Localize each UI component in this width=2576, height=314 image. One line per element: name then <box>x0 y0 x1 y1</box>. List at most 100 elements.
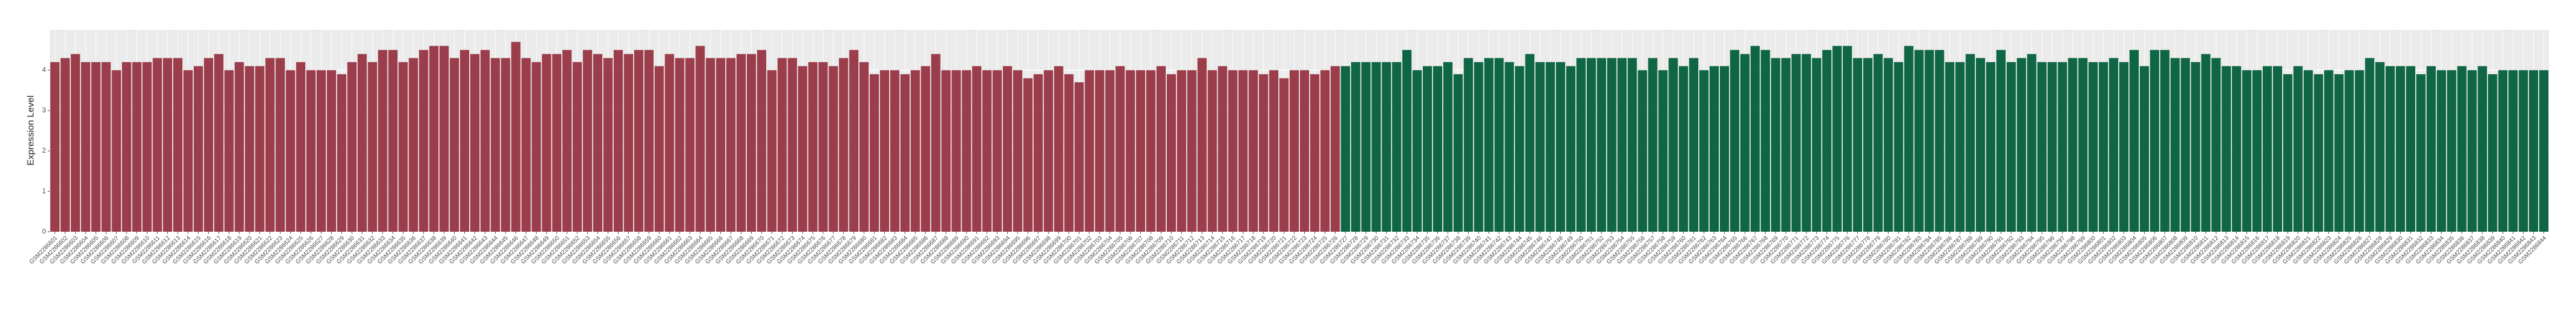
bar <box>2293 66 2303 232</box>
bar <box>306 70 316 232</box>
bar <box>1187 70 1197 232</box>
bar <box>2324 70 2334 232</box>
bar <box>378 50 387 232</box>
bar <box>573 62 582 232</box>
bar <box>1494 58 1504 232</box>
bar <box>132 62 142 232</box>
bar <box>50 62 60 232</box>
bar <box>1228 70 1238 232</box>
bar <box>234 62 244 232</box>
bar <box>1586 58 1596 232</box>
bar <box>644 50 654 232</box>
bar <box>1269 70 1279 232</box>
bar <box>1043 70 1053 232</box>
bar <box>2478 66 2487 232</box>
bar <box>1463 58 1473 232</box>
bar <box>367 62 377 232</box>
bar <box>1095 70 1105 232</box>
bar <box>1699 70 1709 232</box>
bar <box>2355 70 2364 232</box>
bar <box>1320 70 1330 232</box>
bar <box>1166 74 1176 232</box>
bar <box>1402 50 1412 232</box>
bar <box>2303 70 2313 232</box>
bar <box>1709 66 1719 232</box>
bar <box>1760 50 1770 232</box>
bar <box>1924 50 1934 232</box>
bar <box>2447 70 2456 232</box>
bar <box>439 45 449 232</box>
bar <box>1197 58 1207 232</box>
bar <box>675 58 685 232</box>
bar <box>1085 70 1094 232</box>
bar <box>521 58 531 232</box>
bar <box>2016 58 2026 232</box>
bar <box>1003 66 1013 232</box>
bar <box>910 70 920 232</box>
bar <box>1904 45 1914 232</box>
bar <box>951 70 961 232</box>
bar <box>870 74 879 232</box>
bar <box>91 62 101 232</box>
bar <box>173 58 183 232</box>
bar <box>1730 50 1739 232</box>
bar <box>2006 62 2016 232</box>
bar <box>1371 62 1381 232</box>
bar <box>1935 50 1944 232</box>
bar <box>767 70 777 232</box>
bar <box>388 50 398 232</box>
bar <box>1607 58 1616 232</box>
bar <box>2088 62 2098 232</box>
bar <box>265 58 275 232</box>
bar <box>1945 62 1955 232</box>
bar <box>695 45 705 232</box>
bar <box>2160 50 2170 232</box>
bar <box>224 70 234 232</box>
bar <box>193 66 203 232</box>
bar <box>849 50 859 232</box>
bar <box>1556 62 1566 232</box>
bar <box>593 54 603 232</box>
bar <box>1126 70 1135 232</box>
bar <box>1638 70 1647 232</box>
bar <box>1525 54 1535 232</box>
bar <box>737 54 746 232</box>
bar <box>1013 70 1023 232</box>
bar <box>490 58 500 232</box>
bar <box>808 62 818 232</box>
bar <box>81 62 90 232</box>
bar <box>1546 62 1555 232</box>
bar <box>2406 66 2416 232</box>
bar <box>1740 54 1750 232</box>
bar <box>2416 74 2426 232</box>
y-tick-label: 3 <box>42 106 46 114</box>
bar <box>2037 62 2047 232</box>
bar <box>962 70 971 232</box>
y-tick-label: 2 <box>42 146 46 154</box>
bar <box>1781 58 1791 232</box>
bar <box>183 70 193 232</box>
bar <box>859 62 869 232</box>
bar <box>2375 62 2385 232</box>
bar <box>409 58 418 232</box>
bar <box>1207 70 1217 232</box>
bar <box>1863 58 1872 232</box>
bar <box>1248 70 1258 232</box>
bar <box>101 62 111 232</box>
bar <box>2529 70 2539 232</box>
bar <box>1310 74 1319 232</box>
bar <box>337 74 346 232</box>
bar <box>1852 58 1862 232</box>
bar <box>1105 70 1115 232</box>
bar <box>1812 58 1822 232</box>
bar <box>1382 62 1391 232</box>
bar <box>1596 58 1606 232</box>
bar <box>829 66 838 232</box>
bar <box>2119 62 2129 232</box>
y-tick-label: 1 <box>42 187 46 195</box>
bar <box>1719 66 1729 232</box>
bar <box>2058 62 2067 232</box>
bar <box>1689 58 1699 232</box>
bar <box>2191 62 2200 232</box>
bar <box>2068 58 2078 232</box>
